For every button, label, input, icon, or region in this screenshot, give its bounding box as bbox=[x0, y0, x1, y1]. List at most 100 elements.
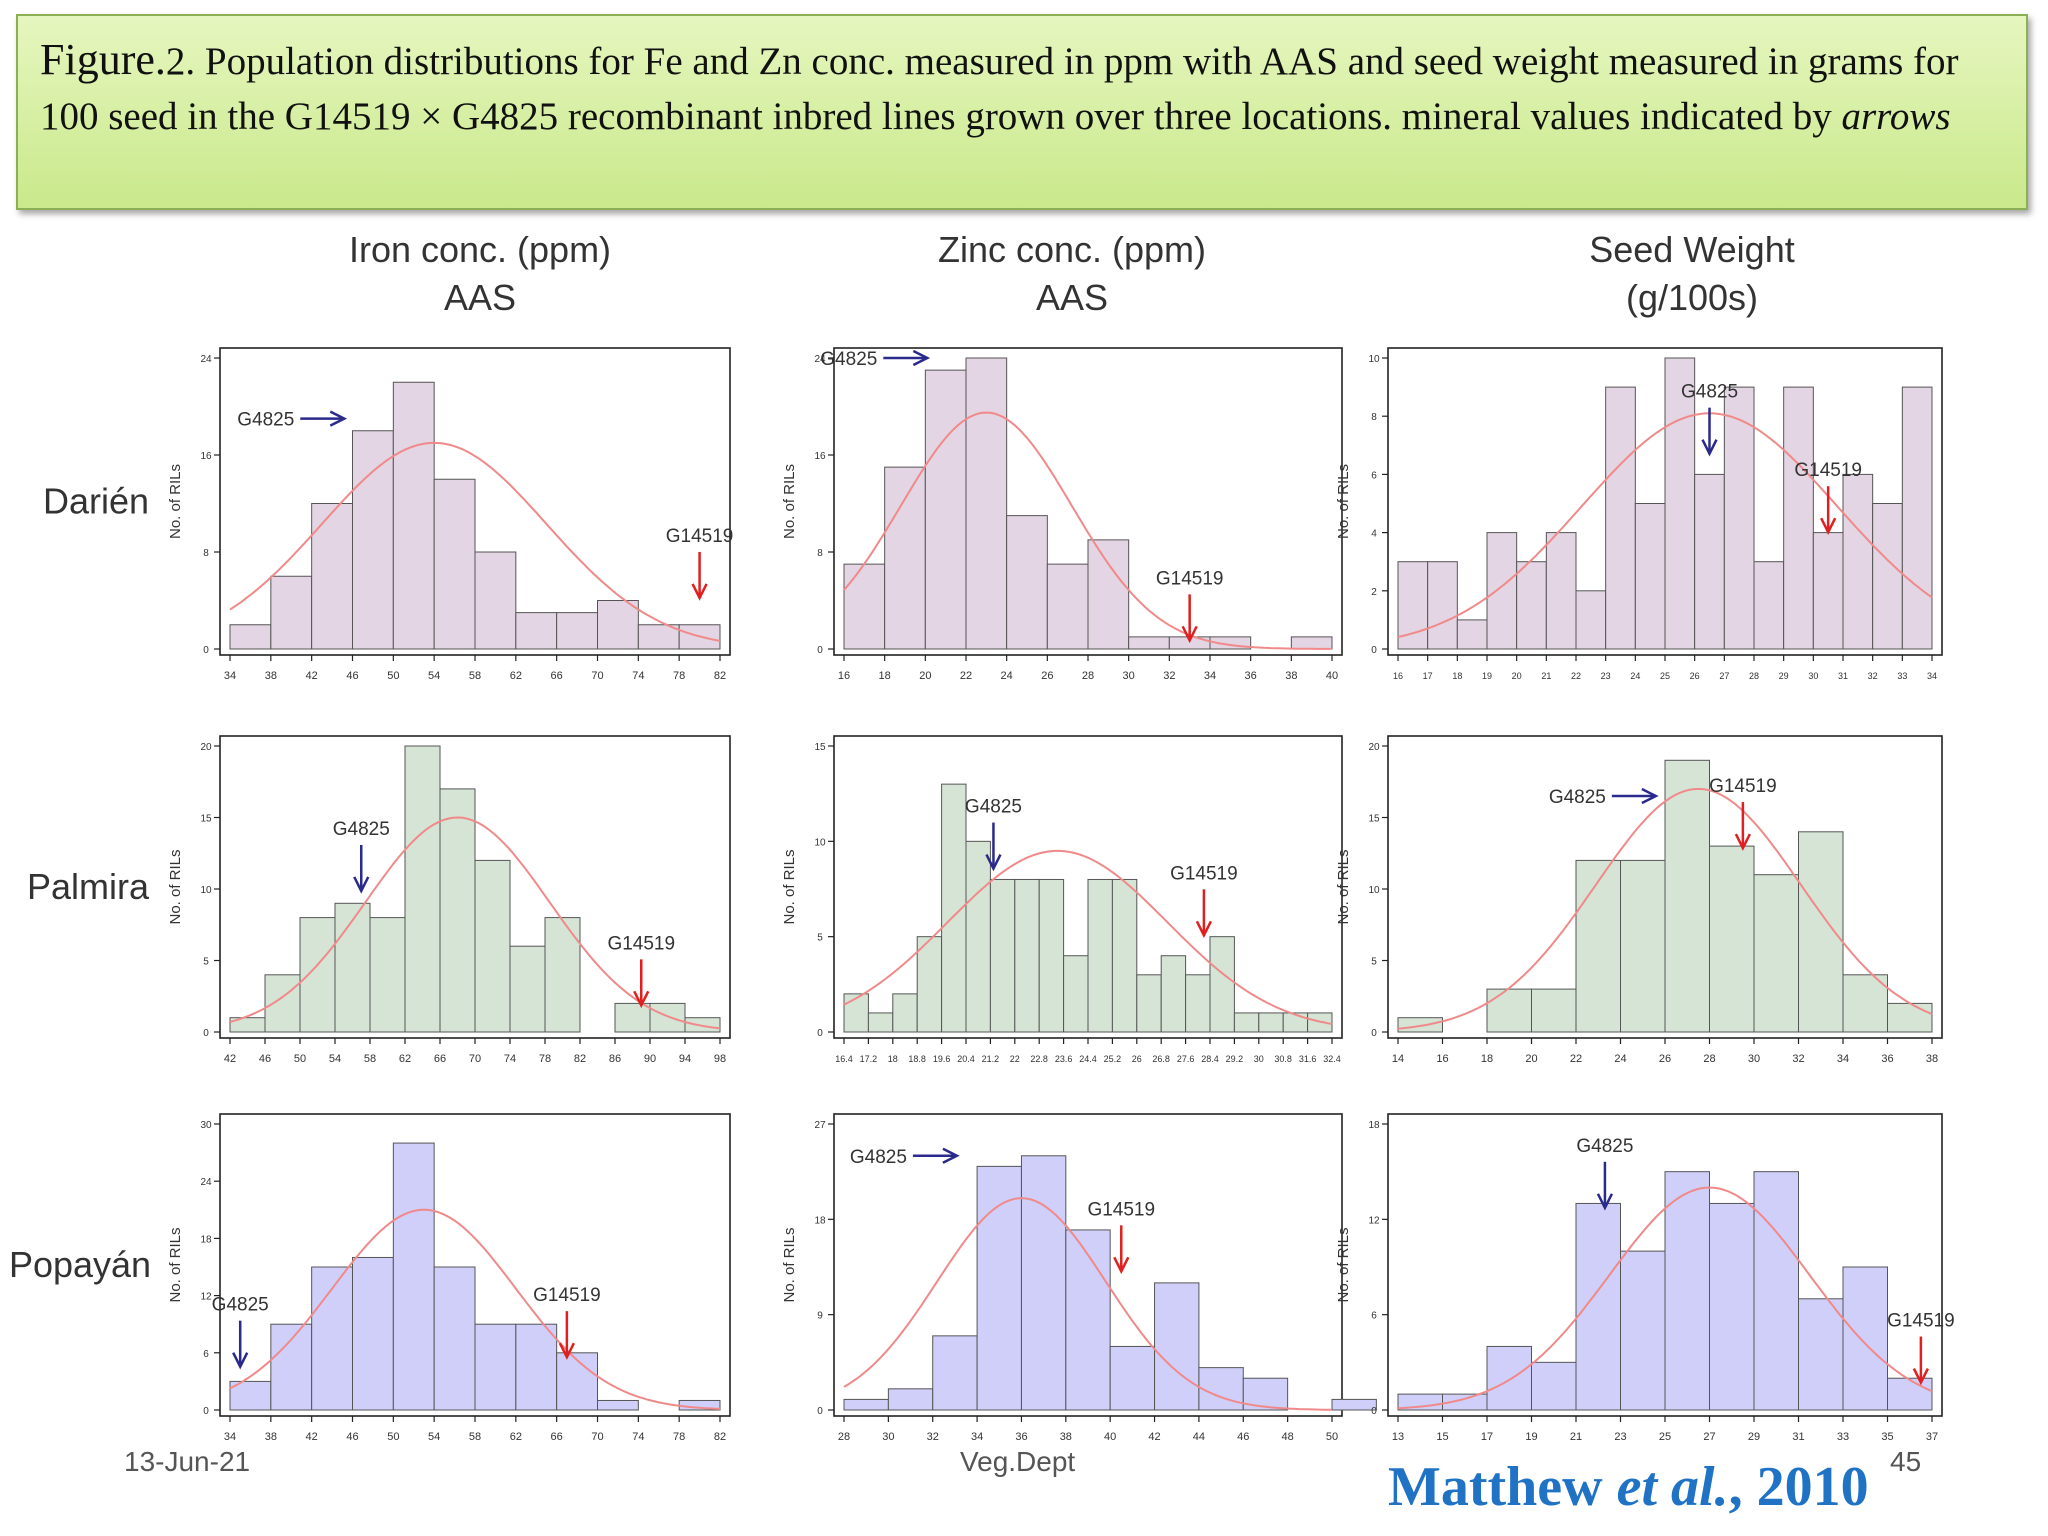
x-tick-label: 58 bbox=[469, 1431, 481, 1443]
x-tick-label: 50 bbox=[387, 1431, 399, 1443]
arrow-head bbox=[691, 583, 708, 601]
histogram-bar bbox=[637, 624, 680, 650]
chart-8: 13 15 17 19 21 23 25 27 29 31 33 35 37 0 6 12 18 No. of R… bbox=[1335, 1113, 1955, 1443]
y-axis-label: No. of RILs bbox=[167, 464, 184, 539]
histogram-bar bbox=[1242, 1377, 1289, 1411]
x-tick-label: 34 bbox=[1204, 670, 1216, 682]
x-tick-label: 38 bbox=[1060, 1431, 1072, 1443]
histogram-bar bbox=[1620, 859, 1666, 1033]
y-tick-label: 15 bbox=[814, 742, 826, 753]
arrow-head bbox=[1820, 517, 1837, 536]
histogram-bar bbox=[1694, 473, 1725, 650]
x-tick-label: 23 bbox=[1614, 1431, 1626, 1443]
x-tick-label: 22 bbox=[1571, 671, 1581, 681]
x-tick-label: 30 bbox=[1254, 1054, 1264, 1064]
histogram-bar bbox=[1290, 636, 1333, 650]
x-tick-label: 19.6 bbox=[933, 1054, 951, 1064]
histogram-bar bbox=[1842, 1266, 1888, 1411]
x-tick-label: 98 bbox=[714, 1053, 726, 1065]
y-tick-label: 15 bbox=[200, 814, 212, 825]
caption-fig-label: Figure. bbox=[40, 35, 166, 84]
histogram-bar bbox=[1128, 636, 1170, 650]
y-tick-label: 0 bbox=[1371, 645, 1377, 656]
histogram-bar bbox=[597, 600, 639, 650]
x-tick-label: 20 bbox=[919, 670, 931, 682]
y-tick-label: 2 bbox=[1371, 587, 1377, 598]
histogram-bar bbox=[1282, 1012, 1309, 1033]
x-tick-label: 29 bbox=[1748, 1431, 1760, 1443]
x-tick-label: 50 bbox=[1326, 1431, 1338, 1443]
histogram-bar bbox=[1397, 1017, 1443, 1033]
arrow-head bbox=[232, 1352, 249, 1370]
x-tick-label: 24 bbox=[1614, 1053, 1626, 1065]
chart-1: 16 18 20 22 24 26 28 30 32 34 36 38 40 0 8 16 24 No. of R… bbox=[781, 347, 1343, 682]
caption-fig-number: 2. bbox=[165, 40, 196, 83]
histogram-bar bbox=[474, 1323, 517, 1411]
y-tick-label: 18 bbox=[200, 1234, 212, 1245]
histogram-bar bbox=[932, 1335, 978, 1411]
x-tick-label: 66 bbox=[551, 1431, 563, 1443]
histogram-bar bbox=[1456, 619, 1488, 650]
histogram-bar bbox=[843, 563, 886, 650]
x-tick-label: 22.8 bbox=[1030, 1054, 1048, 1064]
normal-curve bbox=[843, 849, 1333, 1025]
footer-page-number: 45 bbox=[1890, 1446, 1922, 1477]
y-tick-label: 20 bbox=[200, 742, 212, 753]
histogram-bar bbox=[614, 1002, 651, 1033]
histogram-bar bbox=[433, 1266, 476, 1411]
histogram-bar bbox=[1842, 473, 1874, 650]
x-tick-label: 74 bbox=[632, 670, 644, 682]
row-label-0: Darién bbox=[43, 481, 149, 522]
y-axis-label: No. of RILs bbox=[1335, 849, 1352, 924]
y-tick-label: 9 bbox=[817, 1311, 823, 1322]
arrow-head bbox=[1912, 1368, 1929, 1386]
histogram-bar bbox=[1154, 1282, 1200, 1411]
x-tick-label: 34 bbox=[224, 1431, 236, 1443]
x-tick-label: 16.4 bbox=[835, 1054, 853, 1064]
histogram-bar bbox=[270, 1323, 313, 1411]
histogram-bar bbox=[965, 840, 991, 1033]
x-tick-label: 50 bbox=[294, 1053, 306, 1065]
arrow-label: G14519 bbox=[666, 526, 734, 547]
x-tick-label: 30 bbox=[882, 1431, 894, 1443]
x-tick-label: 16 bbox=[1393, 671, 1403, 681]
arrow-label: G4825 bbox=[1549, 787, 1606, 808]
y-axis-label: No. of RILs bbox=[1335, 464, 1352, 539]
arrow-label: G14519 bbox=[1156, 568, 1224, 589]
x-tick-label: 22 bbox=[960, 670, 972, 682]
x-tick-label: 17 bbox=[1423, 671, 1433, 681]
histogram-bar bbox=[392, 381, 435, 650]
histogram-bar bbox=[597, 1399, 639, 1411]
arrow-label: G4825 bbox=[965, 797, 1022, 818]
x-tick-label: 44 bbox=[1193, 1431, 1205, 1443]
histogram-bar bbox=[843, 993, 869, 1033]
x-tick-label: 26 bbox=[1132, 1054, 1142, 1064]
x-tick-label: 46 bbox=[346, 1431, 358, 1443]
histogram-bar bbox=[1709, 845, 1755, 1033]
histogram-bar bbox=[1620, 1250, 1666, 1411]
x-tick-label: 70 bbox=[591, 670, 603, 682]
x-tick-label: 26 bbox=[1690, 671, 1700, 681]
x-tick-label: 36 bbox=[1245, 670, 1257, 682]
arrow-head bbox=[633, 990, 650, 1009]
histogram-bar bbox=[1185, 974, 1211, 1033]
histogram-bar bbox=[1753, 561, 1785, 650]
histogram-bar bbox=[439, 788, 476, 1033]
x-tick-label: 66 bbox=[551, 670, 563, 682]
x-tick-label: 24.4 bbox=[1079, 1054, 1097, 1064]
histogram-bar bbox=[1753, 874, 1799, 1033]
histogram-bar bbox=[1198, 1367, 1244, 1411]
histogram-bar bbox=[556, 612, 599, 650]
y-tick-label: 24 bbox=[814, 354, 826, 365]
arrow-head bbox=[985, 853, 1002, 872]
x-tick-label: 28 bbox=[1703, 1053, 1715, 1065]
x-tick-label: 42 bbox=[1148, 1431, 1160, 1443]
x-tick-label: 29 bbox=[1779, 671, 1789, 681]
x-tick-label: 25.2 bbox=[1104, 1054, 1122, 1064]
y-tick-label: 10 bbox=[200, 885, 212, 896]
y-tick-label: 0 bbox=[1371, 1406, 1377, 1417]
x-tick-label: 32 bbox=[1163, 670, 1175, 682]
x-tick-label: 78 bbox=[539, 1053, 551, 1065]
normal-curve bbox=[843, 411, 1332, 650]
arrow-head bbox=[353, 876, 370, 894]
